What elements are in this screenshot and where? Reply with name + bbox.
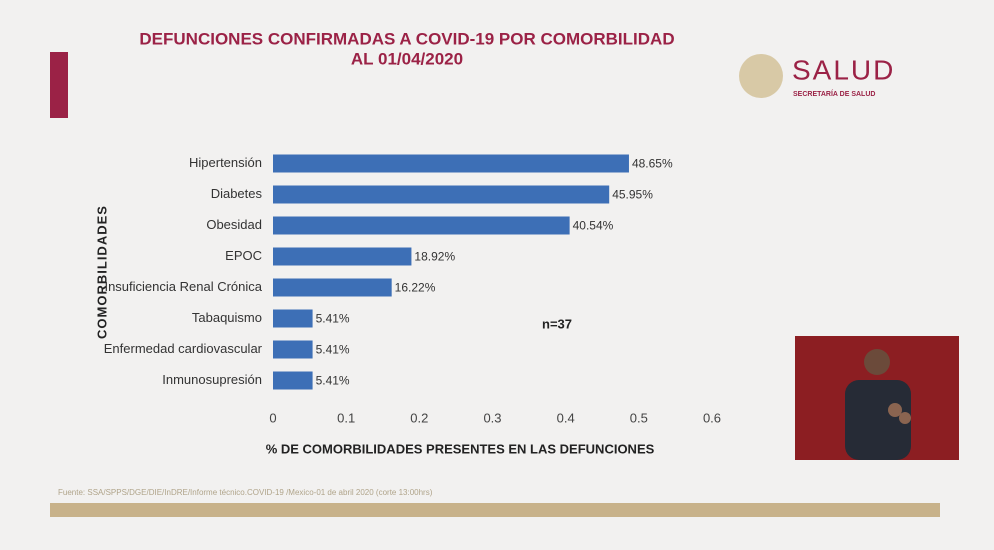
value-label: 5.41% <box>316 374 350 388</box>
x-tick-label: 0.2 <box>410 410 428 425</box>
source: Fuente: SSA/SPPS/DGE/DIE/InDRE/Informe t… <box>58 488 433 497</box>
y-tick-label: Tabaquismo <box>192 310 262 325</box>
footer-bar <box>50 503 940 517</box>
value-label: 45.95% <box>612 188 653 202</box>
x-axis-label: % DE COMORBILIDADES PRESENTES EN LAS DEF… <box>266 441 655 456</box>
y-tick-label: Hipertensión <box>189 155 262 170</box>
y-tick-label: Inmunosupresión <box>162 372 262 387</box>
bar <box>273 185 610 204</box>
y-tick-label: Obesidad <box>206 217 262 232</box>
y-tick-label: Enfermedad cardiovascular <box>104 341 263 356</box>
x-tick-label: 0.6 <box>703 410 721 425</box>
value-label: 5.41% <box>316 312 350 326</box>
logo-subtitle: SECRETARÍA DE SALUD <box>793 89 875 98</box>
x-tick-label: 0.5 <box>630 410 648 425</box>
chart-title: DEFUNCIONES CONFIRMADAS A COVID-19 POR C… <box>139 29 674 48</box>
accent-bar <box>50 52 68 118</box>
bar <box>273 371 313 390</box>
annotation: n=37 <box>542 316 572 331</box>
value-label: 40.54% <box>573 219 614 233</box>
value-label: 18.92% <box>414 250 455 264</box>
bar <box>273 309 313 328</box>
x-tick-label: 0.1 <box>337 410 355 425</box>
y-tick-label: Diabetes <box>211 186 263 201</box>
value-label: 5.41% <box>316 343 350 357</box>
interpreter-video <box>795 336 959 460</box>
bar <box>273 278 392 297</box>
chart-subtitle: AL 01/04/2020 <box>351 49 463 68</box>
y-tick-label: EPOC <box>225 248 262 263</box>
x-tick-label: 0.3 <box>483 410 501 425</box>
bar <box>273 216 570 235</box>
logo-emblem <box>739 54 783 98</box>
value-label: 48.65% <box>632 157 673 171</box>
x-tick-label: 0.4 <box>557 410 575 425</box>
bar <box>273 154 629 173</box>
value-label: 16.22% <box>395 281 436 295</box>
bar <box>273 247 412 266</box>
x-tick-label: 0 <box>269 410 276 425</box>
logo-title: SALUD <box>792 54 895 85</box>
y-axis-label: COMORBILIDADES <box>94 205 109 339</box>
y-tick-label: Insuficiencia Renal Crónica <box>104 279 262 294</box>
bar <box>273 340 313 359</box>
